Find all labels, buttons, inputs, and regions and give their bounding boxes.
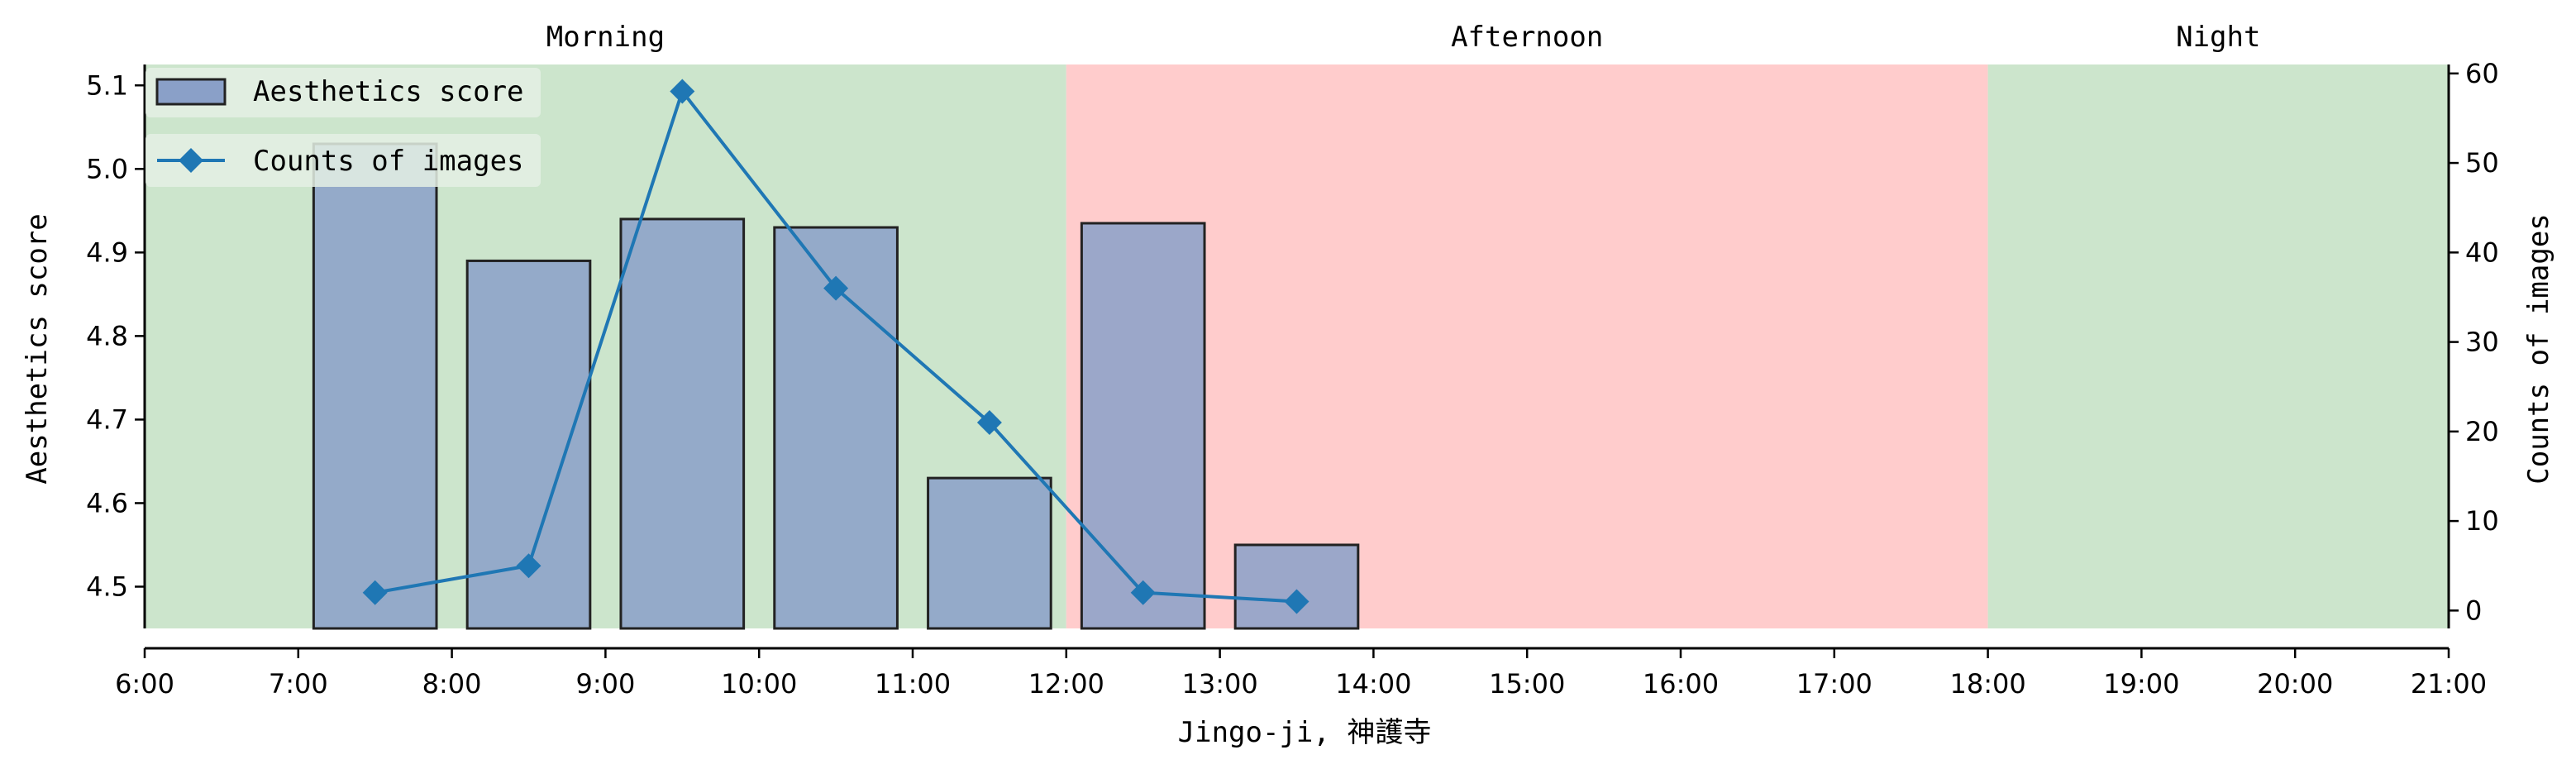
x-tick-label-5: 11:00 bbox=[875, 668, 951, 700]
counts-marker-0 bbox=[362, 580, 388, 605]
legend-box-bar bbox=[145, 68, 541, 117]
period-label-night: Night bbox=[2176, 21, 2260, 54]
y2-tick-label-0: 0 bbox=[2465, 595, 2482, 626]
x-tick-label-3: 9:00 bbox=[575, 668, 635, 700]
y2-tick-label-6: 60 bbox=[2465, 58, 2499, 89]
x-tick-label-11: 17:00 bbox=[1796, 668, 1872, 700]
counts-marker-4 bbox=[976, 410, 1002, 436]
x-tick-label-13: 19:00 bbox=[2103, 668, 2179, 700]
counts-marker-3 bbox=[823, 275, 849, 301]
counts-marker-2 bbox=[670, 79, 695, 104]
period-band-night bbox=[1987, 64, 2449, 628]
x-tick-label-15: 21:00 bbox=[2411, 668, 2487, 700]
y2-tick-label-5: 50 bbox=[2465, 147, 2499, 179]
period-label-morning: Morning bbox=[546, 21, 665, 54]
period-band-afternoon bbox=[1066, 64, 1988, 628]
x-tick-label-7: 13:00 bbox=[1181, 668, 1257, 700]
line-series bbox=[362, 79, 1309, 614]
x-tick-label-0: 6:00 bbox=[115, 668, 174, 700]
y2-tick-label-1: 10 bbox=[2465, 505, 2499, 537]
bar-0 bbox=[312, 142, 438, 630]
x-axis-title: Jingo-ji, 神護寺 bbox=[1178, 716, 1432, 749]
bar-2 bbox=[619, 217, 746, 630]
legend-label-aesthetics: Aesthetics score bbox=[253, 75, 524, 108]
bar-4 bbox=[927, 476, 1052, 630]
counts-marker-6 bbox=[1284, 589, 1309, 614]
bar-5 bbox=[1080, 222, 1206, 630]
y-axis-title: Aesthetics score bbox=[21, 213, 54, 485]
y-tick-label-2: 4.7 bbox=[86, 404, 128, 435]
y-tick-label-0: 4.5 bbox=[86, 571, 128, 602]
period-labels: Morning Afternoon Night bbox=[546, 21, 2261, 54]
counts-marker-1 bbox=[516, 553, 541, 579]
x-tick-label-1: 7:00 bbox=[269, 668, 328, 700]
y-tick-label-6: 5.1 bbox=[86, 69, 128, 101]
y2-tick-label-3: 30 bbox=[2465, 327, 2499, 358]
x-tick-label-10: 16:00 bbox=[1643, 668, 1719, 700]
legend-swatch-aesthetics bbox=[155, 78, 227, 106]
bar-6 bbox=[1233, 543, 1360, 630]
counts-marker-5 bbox=[1130, 580, 1156, 605]
y-tick-label-3: 4.8 bbox=[86, 320, 128, 351]
x-tick-label-6: 12:00 bbox=[1028, 668, 1104, 700]
y2-tick-label-2: 20 bbox=[2465, 416, 2499, 447]
axes: 6:00 7:00 8:00 9:00 10:00 11:00 12:00 13:00 14:0… bbox=[86, 58, 2499, 700]
legend: Aesthetics score Counts of images bbox=[145, 68, 541, 187]
y-tick-label-5: 5.0 bbox=[86, 153, 128, 184]
y2-axis-title: Counts of images bbox=[2522, 213, 2555, 485]
x-tick-label-2: 8:00 bbox=[422, 668, 482, 700]
y2-tick-label-4: 40 bbox=[2465, 236, 2499, 268]
x-tick-label-8: 14:00 bbox=[1335, 668, 1411, 700]
legend-label-counts: Counts of images bbox=[253, 145, 524, 178]
legend-marker-counts bbox=[179, 148, 203, 173]
x-tick-label-4: 10:00 bbox=[721, 668, 797, 700]
legend-box-line bbox=[145, 134, 541, 187]
period-backgrounds bbox=[145, 64, 2449, 628]
bar-series bbox=[312, 142, 1360, 630]
x-tick-label-12: 18:00 bbox=[1949, 668, 2025, 700]
y-tick-label-4: 4.9 bbox=[86, 236, 128, 268]
period-label-afternoon: Afternoon bbox=[1451, 21, 1603, 54]
x-tick-label-9: 15:00 bbox=[1489, 668, 1565, 700]
x-tick-label-14: 20:00 bbox=[2257, 668, 2333, 700]
y-tick-label-1: 4.6 bbox=[86, 487, 128, 518]
